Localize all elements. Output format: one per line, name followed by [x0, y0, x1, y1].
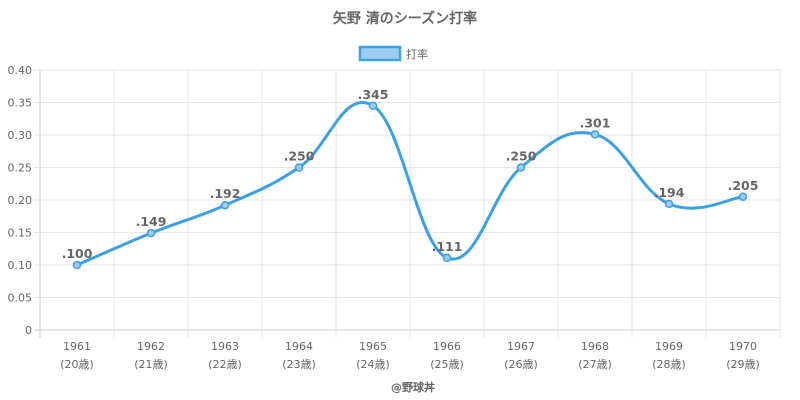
series-layer — [72, 101, 748, 270]
data-point — [368, 101, 378, 110]
data-label: .205 — [728, 178, 759, 193]
y-tick-label: 0.40 — [8, 64, 33, 77]
data-point — [72, 260, 82, 270]
x-tick-label: 1961 — [63, 340, 91, 353]
data-label: .250 — [506, 149, 537, 164]
data-label: .345 — [358, 87, 389, 102]
x-age-label: (25歳) — [430, 358, 464, 371]
legend-label: 打率 — [406, 47, 428, 61]
x-tick-label: 1966 — [433, 340, 461, 353]
y-tick-label: 0.30 — [8, 129, 33, 142]
data-labels: .100 .149 .192 .250 .345 .111 .250 .301 .194 .205 — [62, 87, 759, 261]
x-tick-label: 1963 — [211, 340, 239, 353]
data-point — [590, 130, 600, 139]
data-point — [220, 200, 230, 210]
data-point — [442, 253, 452, 263]
x-age-label: (22歳) — [208, 358, 242, 371]
x-age-label: (24歳) — [356, 358, 390, 371]
data-point — [664, 199, 674, 209]
x-tick-label: 1969 — [655, 340, 683, 353]
x-tick-label: 1968 — [581, 340, 609, 353]
y-tick-label: 0 — [25, 324, 32, 337]
x-tick-label: 1967 — [507, 340, 535, 353]
y-tick-label: 0.20 — [8, 194, 33, 207]
y-tick-label: 0.10 — [8, 259, 33, 272]
x-tick-label: 1965 — [359, 340, 387, 353]
data-point — [516, 163, 526, 172]
data-label: .301 — [580, 115, 611, 130]
data-label: .111 — [432, 239, 463, 254]
x-tick-label: 1962 — [137, 340, 165, 353]
y-tick-label: 0.25 — [8, 162, 33, 175]
data-point — [738, 192, 748, 201]
series-line — [76, 101, 744, 267]
grid — [34, 69, 781, 338]
data-label: .149 — [136, 214, 167, 229]
data-label: .194 — [654, 185, 685, 200]
data-point — [146, 228, 156, 238]
data-point — [294, 163, 304, 172]
y-tick-label: 0.35 — [8, 97, 33, 110]
data-label: .100 — [62, 246, 93, 261]
axes: 0 0.05 0.10 0.15 0.20 0.25 0.30 0.35 0.40 1961 (20… — [8, 64, 760, 371]
x-age-label: (28歳) — [652, 358, 686, 371]
x-age-label: (21歳) — [134, 358, 168, 371]
legend-swatch — [358, 45, 402, 62]
x-age-label: (29歳) — [726, 358, 760, 371]
x-age-label: (23歳) — [282, 358, 316, 371]
x-tick-label: 1964 — [285, 340, 313, 353]
data-label: .250 — [284, 149, 315, 164]
credit-text: @野球丼 — [391, 380, 435, 394]
data-label: .192 — [210, 186, 241, 201]
x-tick-label: 1970 — [729, 340, 757, 353]
x-age-label: (27歳) — [578, 358, 612, 371]
y-tick-label: 0.15 — [8, 227, 33, 240]
legend[interactable]: 打率 — [358, 45, 428, 62]
x-age-label: (26歳) — [504, 358, 538, 371]
y-tick-label: 0.05 — [8, 292, 33, 305]
chart-title: 矢野 清のシーズン打率 — [333, 10, 477, 27]
x-age-label: (20歳) — [60, 358, 94, 371]
